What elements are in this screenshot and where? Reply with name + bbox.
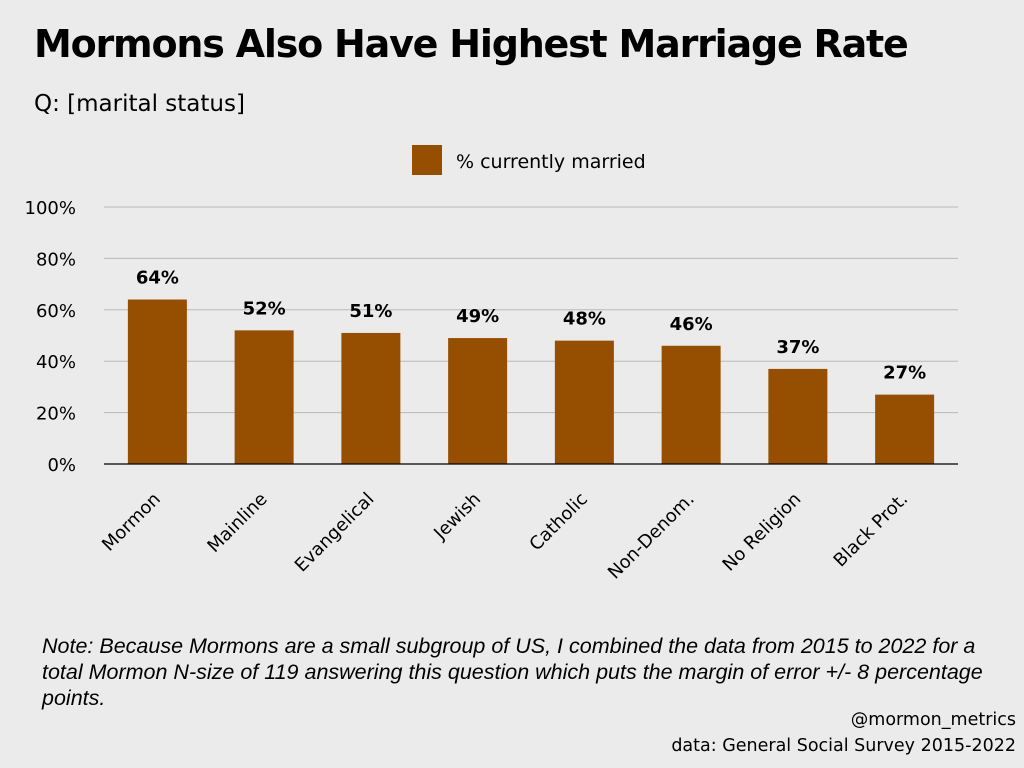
bar xyxy=(341,332,401,464)
y-tick-label: 100% xyxy=(25,198,76,219)
data-label: 51% xyxy=(349,301,392,322)
x-tick-label: Non-Denom. xyxy=(604,489,699,584)
chart-title: Mormons Also Have Highest Marriage Rate xyxy=(34,22,909,66)
data-label: 49% xyxy=(456,306,499,327)
bar xyxy=(768,368,828,464)
data-source: data: General Social Survey 2015-2022 xyxy=(671,736,1016,756)
x-tick-label: Catholic xyxy=(525,489,591,555)
bar xyxy=(448,338,508,464)
bar-chart: 0% 20% 40% 60% 80% 100% % currently married 64%… xyxy=(25,145,958,584)
x-tick-label: No Religion xyxy=(719,489,806,576)
x-tick-label: Black Prot. xyxy=(830,489,913,572)
y-tick-label: 40% xyxy=(36,352,76,373)
data-label: 37% xyxy=(776,337,819,358)
y-tick-label: 0% xyxy=(47,455,76,476)
legend-swatch xyxy=(412,145,442,175)
x-tick-label: Mainline xyxy=(203,489,271,557)
x-tick-label: Mormon xyxy=(98,489,165,556)
y-tick-label: 60% xyxy=(36,301,76,322)
bar xyxy=(875,394,935,464)
bar xyxy=(127,299,187,464)
data-label: 27% xyxy=(883,363,926,384)
x-tick-label: Evangelical xyxy=(291,489,379,577)
author-handle: @mormon_metrics xyxy=(850,710,1016,730)
bar xyxy=(234,330,294,464)
data-label: 52% xyxy=(243,298,286,319)
bar xyxy=(661,345,721,464)
y-tick-label: 80% xyxy=(36,249,76,270)
y-tick-label: 20% xyxy=(36,404,76,425)
x-tick-label: Jewish xyxy=(429,489,485,545)
chart-subtitle: Q: [marital status] xyxy=(34,91,245,117)
footnote: Note: Because Mormons are a small subgro… xyxy=(42,634,983,710)
data-label: 46% xyxy=(670,314,713,335)
data-label: 64% xyxy=(136,268,179,289)
legend-label: % currently married xyxy=(456,151,646,173)
data-label: 48% xyxy=(563,309,606,330)
bar xyxy=(554,340,614,464)
